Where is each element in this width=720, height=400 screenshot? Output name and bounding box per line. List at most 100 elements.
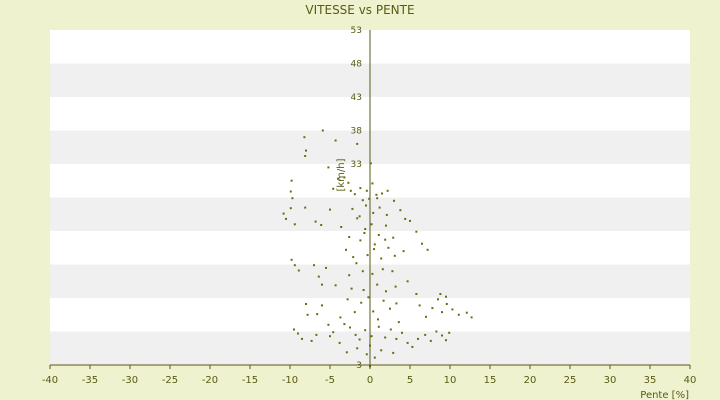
data-point xyxy=(350,287,353,290)
data-point xyxy=(348,274,351,277)
data-point xyxy=(377,234,380,236)
data-point xyxy=(339,316,342,319)
data-point xyxy=(353,193,356,196)
data-point xyxy=(349,326,351,329)
data-point xyxy=(327,323,330,326)
data-point xyxy=(445,303,448,305)
x-tick-label: -5 xyxy=(325,375,335,386)
x-tick-label: 40 xyxy=(684,375,697,386)
data-point xyxy=(358,215,361,218)
data-point xyxy=(334,284,337,287)
x-tick-label: -25 xyxy=(162,375,178,386)
data-point xyxy=(439,293,442,295)
x-tick-label: -10 xyxy=(282,375,298,386)
data-point xyxy=(373,243,376,246)
data-point xyxy=(356,142,359,145)
data-point xyxy=(404,217,407,220)
data-point xyxy=(401,331,403,334)
data-point xyxy=(465,311,468,314)
data-point xyxy=(376,283,379,286)
data-point xyxy=(365,189,368,192)
data-point xyxy=(389,307,391,310)
data-point xyxy=(393,199,395,202)
data-point xyxy=(437,298,439,301)
x-tick-label: -35 xyxy=(82,375,98,386)
x-tick-label: -30 xyxy=(122,375,138,386)
data-point xyxy=(375,193,378,196)
data-point xyxy=(395,302,398,305)
data-point xyxy=(387,246,390,249)
x-tick-labels: -40 -35 -30 -25 -20 -15 -10 -5 0 5 10 15 20 25 30 35 40 xyxy=(42,365,697,386)
data-point xyxy=(321,304,323,307)
data-point xyxy=(315,333,318,336)
data-point xyxy=(368,197,371,200)
y-tick-label: 53 xyxy=(351,26,362,36)
data-point xyxy=(354,333,357,336)
data-point xyxy=(377,325,380,328)
data-point xyxy=(372,211,375,214)
x-tick-label: 10 xyxy=(444,375,457,386)
data-point xyxy=(314,220,317,223)
data-point xyxy=(415,293,418,295)
data-point xyxy=(349,189,352,192)
data-point xyxy=(303,136,306,139)
data-point xyxy=(370,223,373,226)
data-point xyxy=(359,239,362,242)
data-point xyxy=(451,308,454,311)
x-tick-label: -20 xyxy=(202,375,218,386)
x-tick-label: -40 xyxy=(42,375,58,386)
data-point xyxy=(359,187,362,190)
data-point xyxy=(345,351,348,354)
data-point xyxy=(418,304,421,307)
data-point xyxy=(457,313,460,316)
data-point xyxy=(301,337,303,340)
chart-title: VITESSE vs PENTE xyxy=(305,3,414,17)
data-point xyxy=(399,209,402,212)
data-point xyxy=(369,162,372,165)
data-point xyxy=(338,341,341,344)
data-point xyxy=(363,232,366,234)
data-point xyxy=(367,296,370,299)
data-point xyxy=(426,248,429,251)
y-tick-label: 43 xyxy=(351,93,362,103)
data-point xyxy=(313,264,315,267)
x-tick-label: -15 xyxy=(242,375,258,386)
data-point xyxy=(384,238,387,241)
data-point xyxy=(320,224,323,226)
x-tick-label: 15 xyxy=(484,375,497,386)
data-point xyxy=(327,166,330,169)
data-point xyxy=(356,217,359,220)
y-axis-label: [km/h] xyxy=(336,158,347,191)
data-point xyxy=(347,181,350,184)
data-point xyxy=(369,344,371,347)
data-point xyxy=(355,262,358,265)
y-tick-label: 48 xyxy=(351,60,363,70)
data-point xyxy=(351,207,354,210)
data-point xyxy=(370,335,373,338)
data-point xyxy=(337,177,339,180)
data-point xyxy=(445,295,447,298)
data-point xyxy=(384,336,387,339)
data-point xyxy=(329,335,331,338)
data-point xyxy=(417,337,419,340)
data-point xyxy=(310,339,313,342)
data-point xyxy=(291,197,294,200)
data-point xyxy=(364,329,367,332)
data-point xyxy=(317,275,320,278)
data-point xyxy=(381,192,383,195)
data-point xyxy=(364,228,367,230)
data-point xyxy=(305,149,307,152)
data-point xyxy=(448,331,451,334)
data-point xyxy=(304,155,307,157)
x-tick-label: 20 xyxy=(524,375,537,386)
data-point xyxy=(377,318,379,321)
data-point xyxy=(365,204,367,207)
x-axis-label: Pente [%] xyxy=(640,390,689,400)
data-point xyxy=(441,311,443,314)
data-point xyxy=(353,311,356,314)
data-point xyxy=(371,182,374,185)
data-point xyxy=(293,264,296,267)
data-point xyxy=(297,269,300,272)
data-point xyxy=(397,321,400,324)
